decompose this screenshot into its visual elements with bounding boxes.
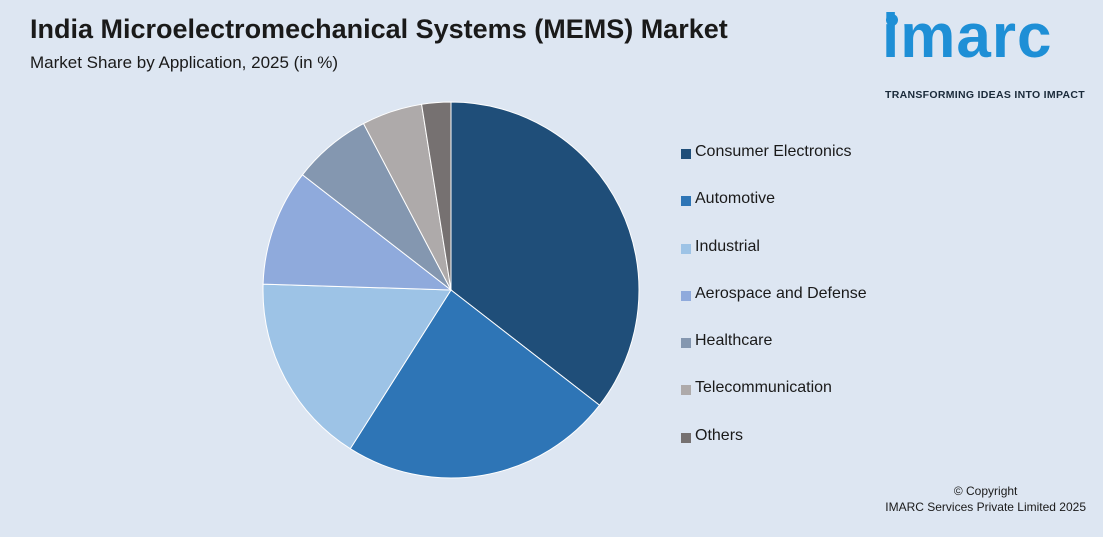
legend-label: Aerospace and Defense xyxy=(695,284,867,302)
logo-dot-icon xyxy=(886,14,898,26)
pie-slice-others xyxy=(421,101,452,291)
legend-label: Healthcare xyxy=(695,332,773,350)
legend-label: Telecommunication xyxy=(695,379,832,397)
legend-swatch xyxy=(681,243,691,254)
chart-title: India Microelectromechanical Systems (ME… xyxy=(30,14,728,44)
legend-swatch xyxy=(681,385,691,396)
legend-item: Aerospace and Defense xyxy=(681,285,867,332)
legend-item: Industrial xyxy=(681,238,867,285)
pie-slice-automotive xyxy=(349,289,601,479)
legend-swatch xyxy=(681,290,691,301)
logo-tagline: TRANSFORMING IDEAS INTO IMPACT xyxy=(885,89,1085,101)
pie-slice-consumer-electronics xyxy=(450,101,640,406)
legend-label: Automotive xyxy=(695,190,776,208)
legend-swatch xyxy=(681,149,691,159)
legend-swatch xyxy=(681,338,691,349)
legend-item: Automotive xyxy=(681,190,867,237)
copyright-line-1: © Copyright xyxy=(953,484,1018,498)
chart-subtitle: Market Share by Application, 2025 (in %) xyxy=(30,53,339,72)
legend-label: Consumer Electronics xyxy=(695,143,852,160)
pie-slice-aerospace-and-defense xyxy=(262,174,453,291)
logo-wordmark: imarc xyxy=(882,2,1053,71)
imarc-logo: imarc TRANSFORMING IDEAS INTO IMPACT xyxy=(880,6,1095,104)
copyright-line-2: IMARC Services Private Limited 2025 xyxy=(885,500,1086,514)
legend-swatch xyxy=(681,432,691,443)
legend-label: Industrial xyxy=(695,237,760,255)
pie-slice-industrial xyxy=(262,283,452,450)
copyright-notice: © Copyright IMARC Services Private Limit… xyxy=(885,483,1086,515)
legend-item: Telecommunication xyxy=(681,379,867,426)
legend-item: Consumer Electronics xyxy=(681,143,867,190)
legend-item: Healthcare xyxy=(681,332,867,379)
legend-swatch xyxy=(681,196,691,207)
legend-label: Others xyxy=(695,426,744,444)
chart-legend: Consumer Electronics Automotive Industrial… xyxy=(681,143,867,474)
legend-item: Others xyxy=(681,427,867,474)
